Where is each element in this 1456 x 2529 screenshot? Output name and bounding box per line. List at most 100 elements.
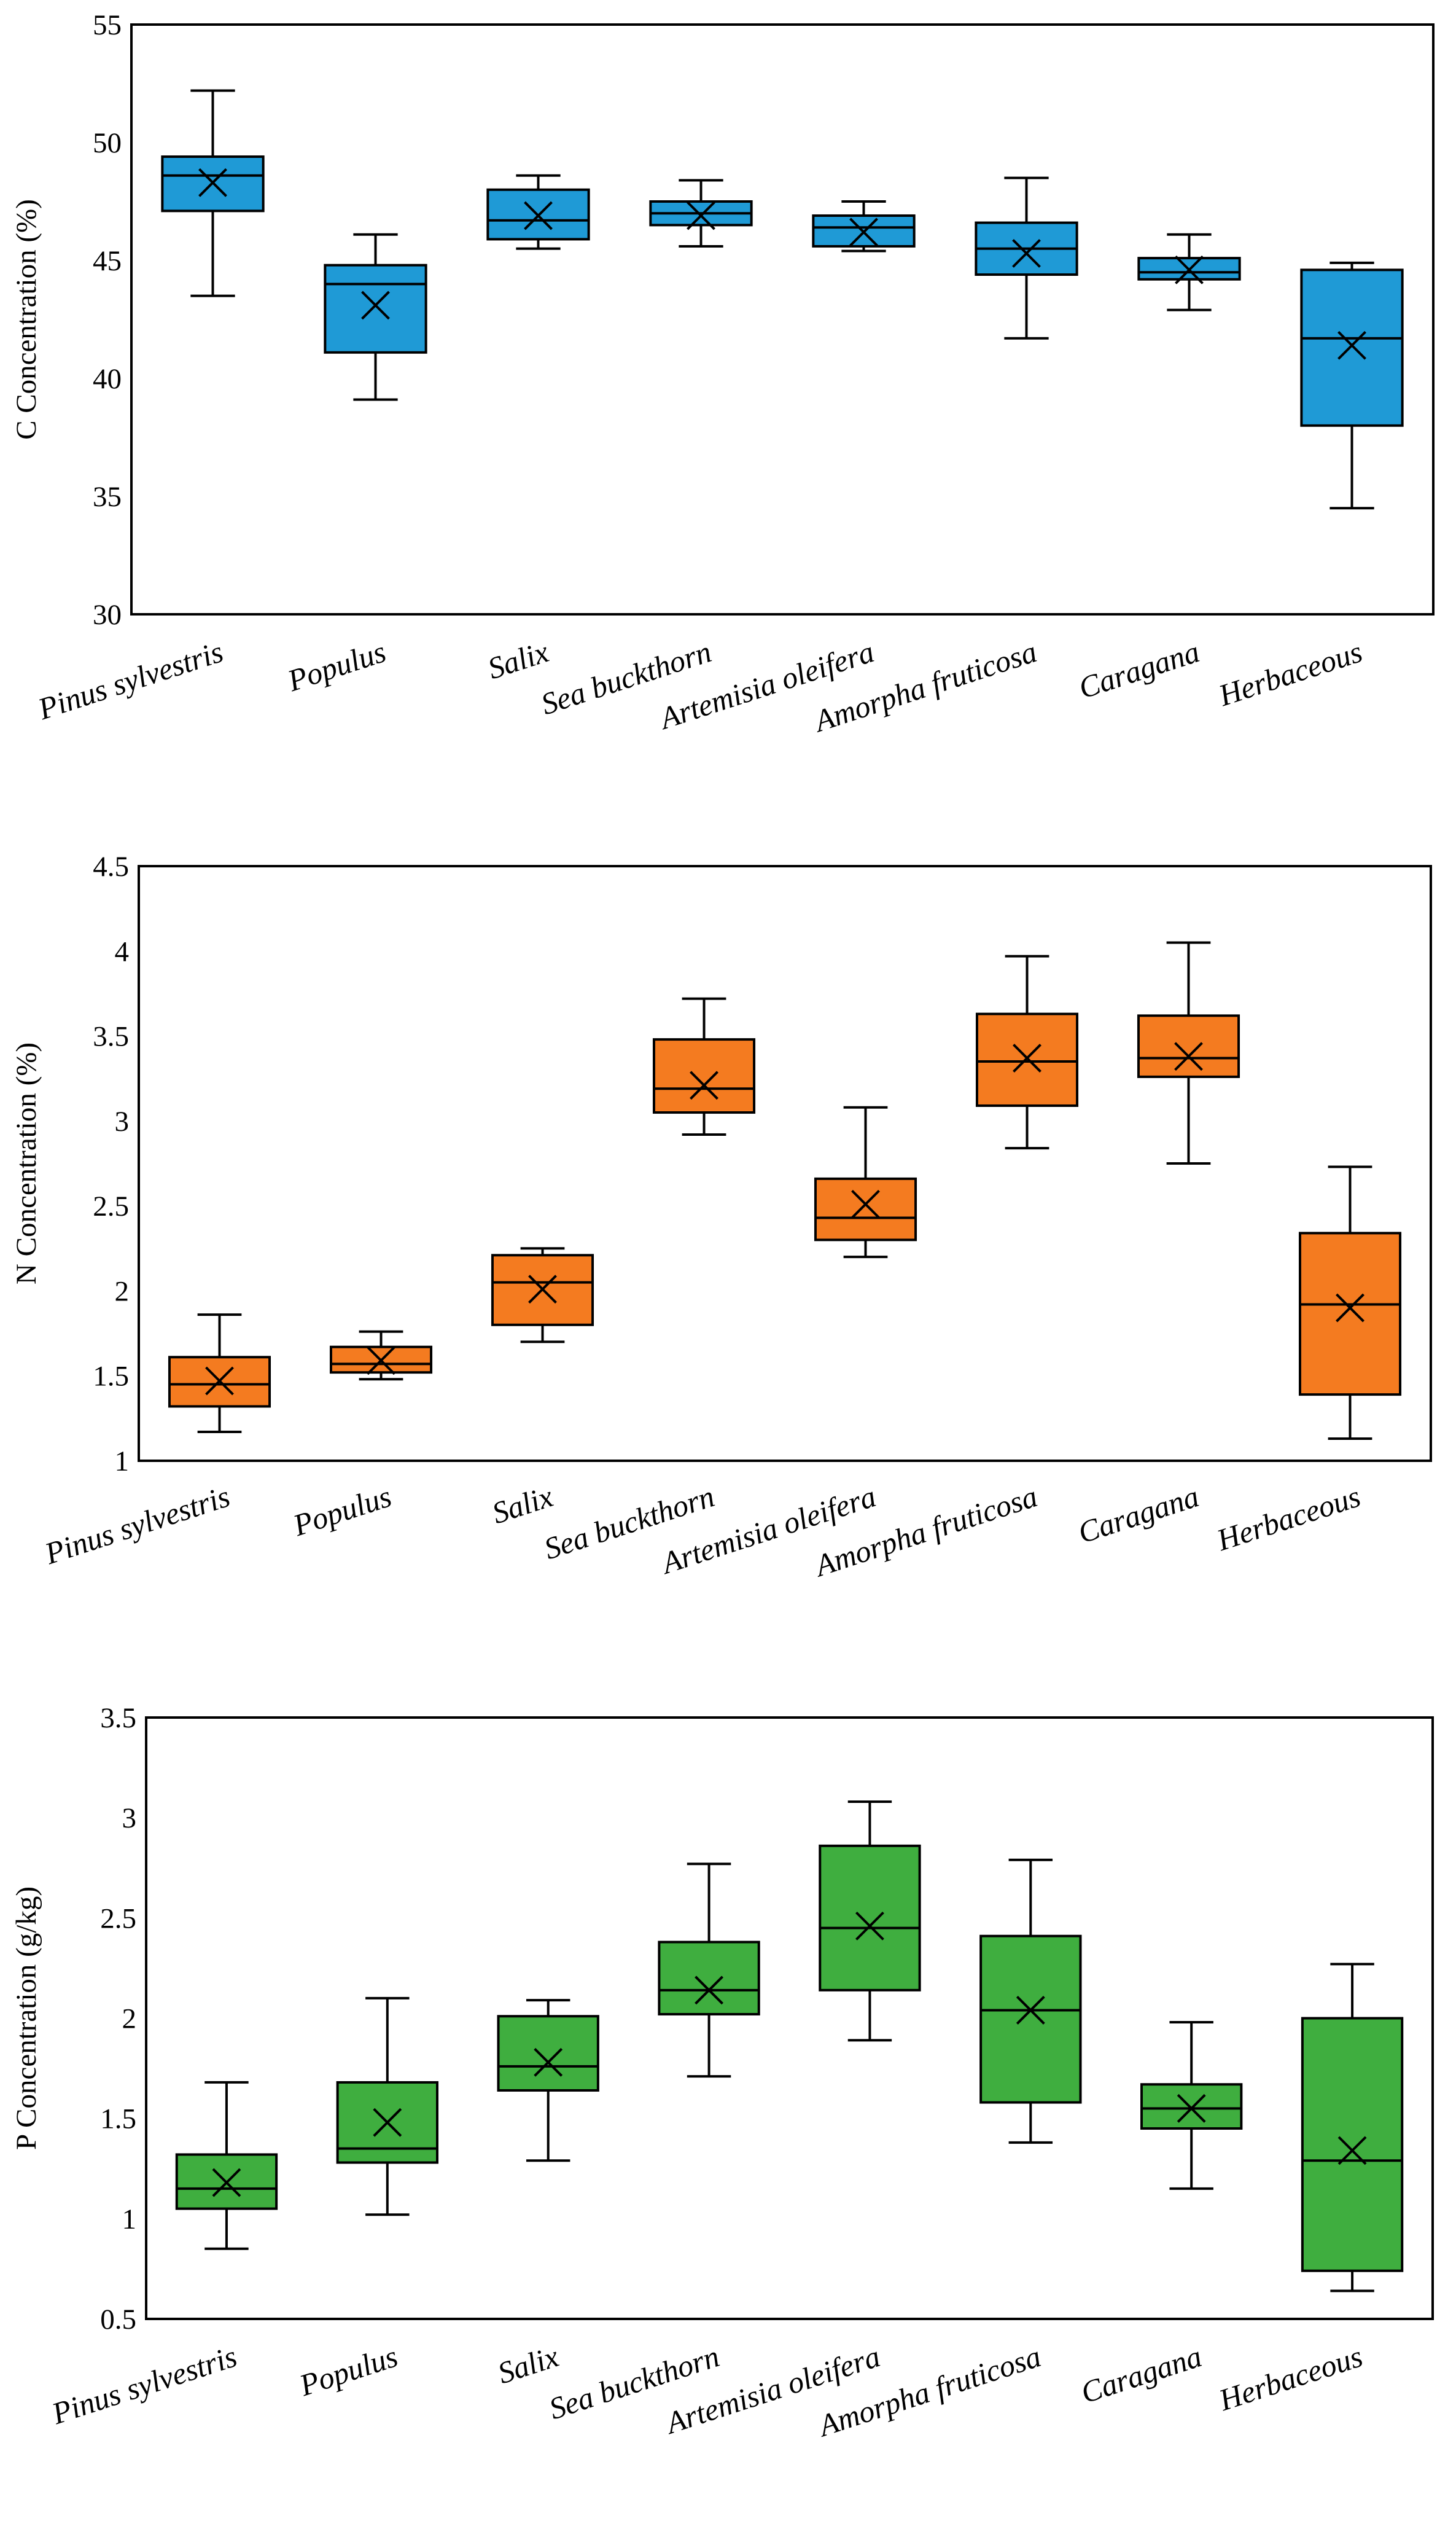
box-plot-5 — [814, 1106, 917, 1259]
box-plot-6 — [975, 955, 1079, 1150]
box-plot-7 — [1140, 2021, 1243, 2190]
box-iqr — [979, 1934, 1082, 2104]
box-iqr — [1300, 268, 1404, 427]
box-plot-2 — [324, 233, 427, 401]
y-axis-title: P Concentration (g/kg) — [10, 1886, 42, 2150]
y-tick-label: 1 — [122, 2203, 137, 2235]
chart-panel-2: 1 1.5 2 2.5 3 3.5 4 4.5 N Concentration (%) Pinus… — [10, 851, 1432, 1584]
y-tick-label: 4 — [115, 936, 130, 967]
box-plot-6 — [979, 1858, 1082, 2144]
box-iqr — [652, 1038, 756, 1114]
box-iqr — [1140, 2083, 1243, 2130]
box-iqr — [1301, 2017, 1404, 2272]
box-plot-6 — [975, 176, 1078, 340]
chart-panel-3: 0.5 1 1.5 2 2.5 3 3.5 P Concentration (g/kg) Pin… — [10, 1702, 1434, 2444]
y-tick-label: 35 — [93, 481, 122, 513]
category-label: Populus — [289, 1479, 395, 1542]
box-plot-8 — [1300, 261, 1404, 510]
plot-frame — [138, 865, 1432, 1462]
y-tick-label: 55 — [93, 9, 122, 41]
mean-marker — [212, 2168, 241, 2197]
y-tick-label: 3 — [122, 1802, 137, 1834]
category-label: Populus — [283, 634, 390, 698]
category-label: Pinus sylvestris — [47, 2339, 241, 2431]
box-iqr — [658, 1941, 760, 2015]
mean-marker — [524, 201, 553, 230]
mean-marker — [361, 291, 390, 320]
y-tick-label: 30 — [93, 599, 122, 631]
mean-marker — [1337, 330, 1366, 360]
mean-marker — [367, 1346, 395, 1375]
box-plot-7 — [1137, 233, 1241, 311]
box-plot-4 — [658, 1863, 760, 2078]
mean-marker — [1177, 2093, 1206, 2123]
mean-marker — [687, 201, 715, 230]
mean-marker — [695, 1976, 723, 2005]
y-tick-label: 2 — [122, 2003, 137, 2035]
category-label: Salix — [494, 2339, 563, 2390]
mean-marker — [1174, 1042, 1203, 1071]
y-axis-title: N Concentration (%) — [10, 1042, 42, 1284]
box-plot-4 — [652, 997, 756, 1136]
box-iqr — [1137, 1014, 1240, 1078]
box-plot-2 — [329, 1330, 433, 1381]
category-label: Herbaceous — [1212, 1479, 1365, 1557]
mean-marker — [849, 217, 878, 247]
y-tick-label: 3.5 — [100, 1702, 136, 1734]
box-plot-5 — [819, 1800, 921, 2042]
mean-marker — [534, 2047, 563, 2077]
mean-marker — [373, 2108, 402, 2137]
mean-marker — [528, 1275, 557, 1304]
mean-marker — [855, 1911, 884, 1941]
box-plot-4 — [649, 179, 753, 248]
category-label: Pinus sylvestris — [33, 634, 227, 726]
box-iqr — [1298, 1232, 1402, 1396]
mean-marker — [1337, 2136, 1367, 2165]
category-label: Caragana — [1076, 2339, 1205, 2410]
category-label: Salix — [484, 634, 553, 686]
chart-panel-1: 30 35 40 45 50 55 C Concentration (%) Pinus syl… — [10, 9, 1435, 739]
y-tick-label: 2.5 — [100, 1902, 136, 1934]
mean-marker — [1013, 1044, 1041, 1073]
box-plot-2 — [336, 1996, 438, 2216]
box-plot-1 — [161, 89, 265, 297]
mean-marker — [198, 168, 227, 197]
box-iqr — [819, 1844, 921, 1992]
y-tick-label: 2.5 — [93, 1190, 129, 1222]
mean-marker — [1336, 1293, 1365, 1323]
category-label: Caragana — [1075, 634, 1204, 705]
y-tick-label: 1.5 — [93, 1361, 129, 1393]
box-plot-8 — [1298, 1165, 1402, 1440]
y-tick-label: 1 — [115, 1445, 130, 1477]
y-tick-label: 1.5 — [100, 2103, 136, 2135]
box-plot-3 — [491, 1247, 594, 1343]
mean-marker — [205, 1366, 234, 1396]
y-tick-label: 45 — [93, 245, 122, 277]
box-plot-5 — [812, 200, 916, 252]
category-label: Pinus sylvestris — [40, 1479, 233, 1571]
category-label: Herbaceous — [1214, 634, 1366, 713]
plot-frame — [130, 23, 1435, 616]
box-plot-3 — [497, 1999, 599, 2162]
mean-marker — [1012, 239, 1041, 268]
category-label: Salix — [488, 1479, 557, 1530]
mean-marker — [1175, 255, 1204, 284]
box-iqr — [814, 1177, 917, 1241]
box-iqr — [324, 264, 427, 354]
y-tick-label: 40 — [93, 363, 122, 395]
category-label: Herbaceous — [1214, 2339, 1366, 2417]
plot-frame — [145, 1716, 1434, 2320]
y-tick-label: 3 — [115, 1106, 130, 1138]
box-plot-1 — [175, 2081, 278, 2250]
y-axis-title: C Concentration (%) — [10, 199, 42, 440]
mean-marker — [1016, 1996, 1045, 2025]
box-plot-1 — [168, 1313, 271, 1433]
box-plot-3 — [486, 174, 590, 250]
y-tick-label: 3.5 — [93, 1021, 129, 1053]
y-tick-label: 2 — [115, 1275, 130, 1307]
mean-marker — [851, 1189, 880, 1219]
category-label: Populus — [295, 2339, 402, 2402]
box-plot-7 — [1137, 941, 1240, 1165]
category-label: Caragana — [1074, 1479, 1203, 1550]
